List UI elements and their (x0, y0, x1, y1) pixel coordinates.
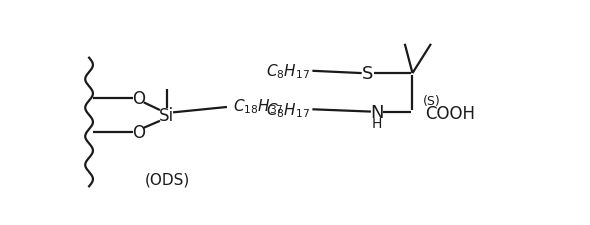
Text: N: N (371, 103, 384, 121)
Text: (ODS): (ODS) (145, 171, 190, 186)
Text: (S): (S) (423, 94, 441, 107)
Text: $C_8H_{17}$: $C_8H_{17}$ (266, 62, 310, 81)
Text: O: O (132, 89, 145, 107)
Text: H: H (372, 117, 382, 130)
Text: COOH: COOH (425, 105, 476, 123)
Text: S: S (362, 65, 373, 83)
Text: Si: Si (159, 107, 173, 125)
Text: O: O (132, 124, 145, 142)
Text: $C_8H_{17}$: $C_8H_{17}$ (266, 101, 310, 119)
Text: $C_{18}H_{37}$: $C_{18}H_{37}$ (233, 97, 284, 115)
